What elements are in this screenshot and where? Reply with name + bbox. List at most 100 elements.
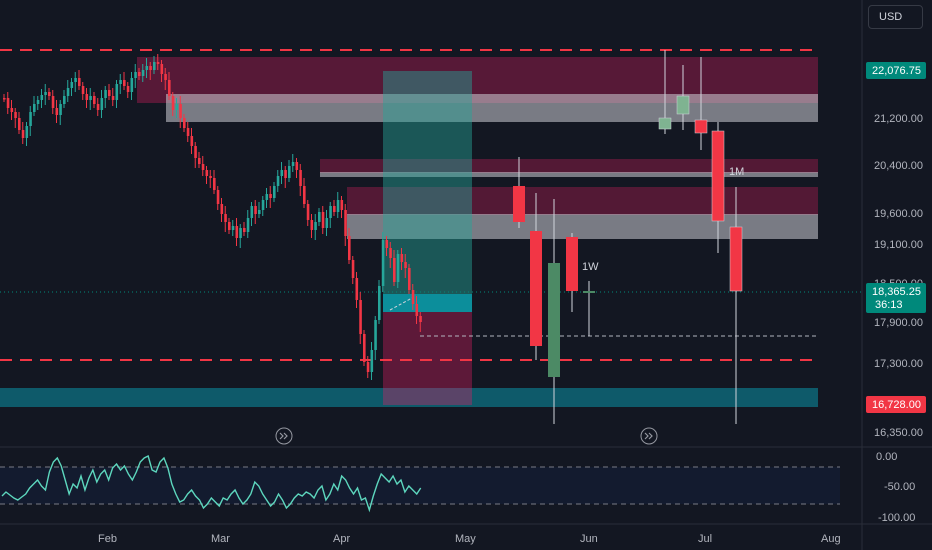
daily-candle [66, 88, 70, 96]
daily-candle [153, 62, 156, 70]
daily-candle [246, 218, 250, 232]
weekly-candle [566, 237, 578, 291]
weekly-candle [583, 291, 595, 293]
monthly-candle [711, 130, 725, 222]
time-tick: Mar [211, 533, 230, 545]
daily-candle [74, 78, 77, 82]
current-price-badge [866, 283, 926, 313]
price-tick: 16,350.00 [874, 427, 923, 439]
daily-candle [209, 176, 212, 178]
daily-candle [10, 108, 14, 112]
daily-candle [411, 290, 415, 304]
daily-candle [175, 104, 179, 110]
daily-candle [269, 194, 272, 198]
daily-candle [141, 70, 145, 76]
daily-candle [351, 260, 355, 278]
daily-candle [25, 126, 29, 138]
daily-candle [344, 210, 347, 236]
weekly-label: 1W [582, 261, 599, 273]
time-tick: Feb [98, 533, 117, 545]
daily-candle [168, 80, 171, 96]
price-tick: 20,400.00 [874, 160, 923, 172]
price-tick: 17,900.00 [874, 317, 923, 329]
osc-band [0, 467, 840, 504]
currency-button[interactable]: USD [868, 5, 923, 29]
price-tick: 19,100.00 [874, 239, 923, 251]
countdown-label: 36:13 [875, 299, 903, 311]
daily-candle [194, 146, 197, 158]
price-tick: 21,200.00 [874, 113, 923, 125]
daily-candle [321, 212, 325, 228]
time-tick: Jul [698, 533, 712, 545]
daily-candle [55, 108, 59, 115]
daily-candle [419, 316, 422, 322]
daily-candle [51, 96, 55, 108]
weekly-candle [530, 231, 542, 346]
daily-candle [111, 96, 115, 100]
daily-candle [138, 72, 141, 76]
daily-candle [329, 206, 332, 218]
daily-candle [276, 176, 280, 186]
daily-candle [59, 104, 62, 115]
price-tick: 17,300.00 [874, 358, 923, 370]
event-marker-icon [275, 427, 293, 445]
overlays-layer [0, 297, 840, 513]
daily-candle [288, 166, 291, 178]
lower-level-badge [866, 396, 926, 413]
daily-candle [265, 194, 269, 200]
daily-candle [134, 72, 137, 78]
monthly-candle [676, 95, 690, 115]
daily-candle [96, 104, 100, 110]
lower-level-label: 16,728.00 [872, 399, 921, 411]
osc-tick: 0.00 [876, 451, 897, 463]
daily-candle [374, 320, 377, 350]
event-marker-arrows [644, 432, 653, 440]
daily-candle [33, 104, 36, 112]
daily-candle [40, 95, 44, 100]
daily-candle [231, 226, 235, 230]
daily-candle [216, 190, 220, 204]
upper-level-badge [866, 62, 926, 79]
daily-candle [250, 206, 254, 218]
daily-candle [366, 362, 370, 372]
weekly-candle [513, 186, 525, 222]
position-target [383, 71, 472, 312]
daily-candle [363, 334, 366, 362]
daily-candle [205, 170, 209, 176]
osc-tick: -50.00 [884, 481, 915, 493]
supply-zone-2 [320, 159, 818, 173]
daily-candle [415, 304, 419, 316]
monthly-label: 1M [729, 166, 744, 178]
daily-candle [299, 170, 302, 186]
time-tick: Apr [333, 533, 350, 545]
osc-line [1, 454, 422, 513]
daily-candle [149, 66, 152, 70]
axis-layer: 21,200.00 20,400.00 19,600.00 19,100.00 … [98, 62, 926, 545]
daily-candle [183, 118, 186, 128]
gray-zone [166, 94, 818, 122]
daily-candle [213, 178, 216, 190]
monthly-candle [729, 226, 743, 292]
daily-candle [243, 228, 246, 232]
monthly-candle [658, 117, 672, 130]
daily-candle [119, 80, 122, 84]
daily-candle [385, 240, 389, 248]
daily-candle [123, 80, 126, 86]
daily-candle [389, 248, 392, 258]
event-marker-arrows [279, 432, 288, 440]
daily-candle [179, 104, 182, 118]
daily-candle [130, 78, 134, 92]
daily-candle [164, 74, 167, 80]
daily-candle [381, 240, 385, 286]
daily-candle [89, 96, 92, 100]
daily-candle [348, 236, 351, 260]
position-entry [383, 294, 472, 312]
daily-candle [378, 286, 381, 320]
daily-candle [100, 98, 104, 110]
daily-candle [291, 162, 295, 166]
daily-candle [186, 128, 190, 136]
daily-candle [44, 92, 47, 95]
daily-candle [201, 164, 205, 170]
